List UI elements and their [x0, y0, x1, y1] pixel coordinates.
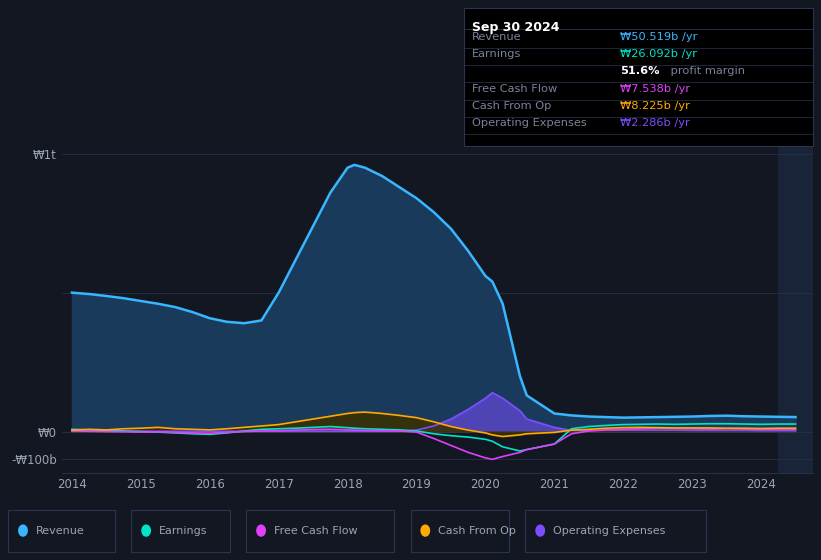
Text: Operating Expenses: Operating Expenses — [472, 118, 587, 128]
Text: ₩2.286b /yr: ₩2.286b /yr — [620, 118, 690, 128]
Text: Cash From Op: Cash From Op — [438, 526, 516, 535]
Text: Revenue: Revenue — [36, 526, 85, 535]
Text: profit margin: profit margin — [667, 66, 745, 76]
Text: ₩7.538b /yr: ₩7.538b /yr — [620, 83, 690, 94]
Bar — [778, 126, 813, 473]
Text: Free Cash Flow: Free Cash Flow — [274, 526, 358, 535]
Text: 51.6%: 51.6% — [620, 66, 659, 76]
Text: Earnings: Earnings — [159, 526, 208, 535]
Text: Sep 30 2024: Sep 30 2024 — [472, 21, 560, 34]
Text: ₩8.225b /yr: ₩8.225b /yr — [620, 101, 690, 111]
Text: Free Cash Flow: Free Cash Flow — [472, 83, 557, 94]
Text: ₩26.092b /yr: ₩26.092b /yr — [620, 49, 697, 59]
Text: Earnings: Earnings — [472, 49, 521, 59]
Text: Cash From Op: Cash From Op — [472, 101, 552, 111]
Text: Operating Expenses: Operating Expenses — [553, 526, 666, 535]
Text: ₩50.519b /yr: ₩50.519b /yr — [620, 32, 697, 42]
Text: Revenue: Revenue — [472, 32, 521, 42]
